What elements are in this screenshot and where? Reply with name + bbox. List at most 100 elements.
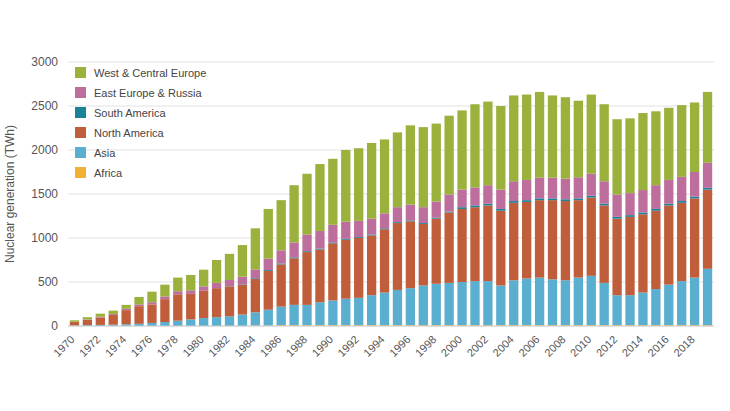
bar-segment [561,97,570,178]
bar-segment [109,315,118,316]
bar-segment [225,280,234,286]
bar-segment [535,92,544,178]
bar-segment [225,316,234,326]
bar-segment [703,190,712,269]
bar-segment [509,181,518,201]
bar-segment [302,252,311,305]
bar-segment [496,286,505,326]
bar-segment [251,228,260,269]
bar-segment [147,304,156,322]
bar-segment [225,286,234,316]
bar-segment [393,223,402,290]
bar-segment [522,278,531,325]
bar-segment [134,306,143,324]
bar-segment [83,317,92,319]
bar-segment [277,307,286,325]
bar-segment [419,286,428,326]
bar-segment [393,290,402,325]
bar-segment [173,321,182,326]
bar-segment [470,205,479,207]
bar-segment [121,309,130,310]
bar-segment [341,150,350,222]
x-tick-label: 2000 [439,333,465,359]
bar-segment [574,198,583,200]
bar-segment [199,270,208,287]
bar-segment [664,204,673,206]
bar-segment [457,209,466,282]
bar-segment [496,190,505,209]
bar-segment [470,281,479,325]
bar-segment [419,207,428,223]
bar-segment [354,221,363,237]
bar-segment [509,95,518,181]
bar-segment [173,294,182,320]
bar-segment [457,282,466,325]
bar-segment [677,177,686,201]
bar-segment [664,205,673,284]
bar-segment [109,315,118,325]
bar-segment [625,193,634,215]
bar-segment [587,95,596,174]
bar-segment [406,288,415,325]
bar-segment [341,240,350,299]
bar-segment [625,118,634,193]
legend-label: East Europe & Russia [94,87,202,99]
bar-segment [535,200,544,277]
chart: 050010001500200025003000Nuclear generati… [0,0,730,411]
legend-swatch [75,127,86,138]
bar-segment [483,102,492,186]
x-tick-label: 2002 [464,333,490,359]
bar-segment [457,207,466,209]
bar-segment [212,317,221,326]
x-tick-label: 1984 [232,333,258,359]
bar-segment [612,295,621,325]
bar-segment [186,275,195,290]
bar-segment [651,111,660,185]
bar-segment [225,254,234,280]
bar-segment [328,300,337,325]
x-tick-label: 2012 [594,333,620,359]
bar-segment [264,209,273,259]
x-tick-label: 1988 [284,333,310,359]
bar-segment [612,217,621,219]
x-tick-label: 1972 [77,333,103,359]
bar-segment [444,212,453,282]
bar-segment [251,269,260,278]
bar-segment [677,203,686,281]
bar-segment [690,198,699,277]
bar-segment [147,302,156,304]
bar-segment [522,180,531,200]
bar-segment [328,243,337,300]
bar-segment [535,278,544,326]
x-tick-label: 2004 [490,333,516,359]
bar-segment [238,285,247,315]
bar-segment [651,289,660,325]
y-tick-label: 2500 [31,99,58,113]
legend-label: Africa [94,167,123,179]
x-tick-label: 1992 [335,333,361,359]
bar-segment [548,198,557,200]
bar-segment [509,280,518,325]
bar-segment [160,299,169,322]
bar-segment [173,291,182,294]
bar-segment [638,214,647,292]
bar-segment [470,207,479,281]
bar-segment [212,288,221,317]
bar-segment [638,212,647,214]
y-tick-label: 2000 [31,143,58,157]
bar-segment [561,199,570,201]
bar-segment [432,219,441,284]
bar-segment [315,231,324,249]
bar-segment [587,276,596,325]
bar-segment [470,187,479,205]
bar-segment [703,163,712,188]
bar-segment [186,294,195,320]
bar-segment [328,159,337,225]
bar-segment [406,125,415,204]
bar-segment [134,304,143,306]
bar-segment [561,280,570,325]
bar-segment [470,104,479,187]
bar-segment [341,299,350,325]
x-tick-label: 2008 [542,333,568,359]
bar-segment [561,201,570,280]
